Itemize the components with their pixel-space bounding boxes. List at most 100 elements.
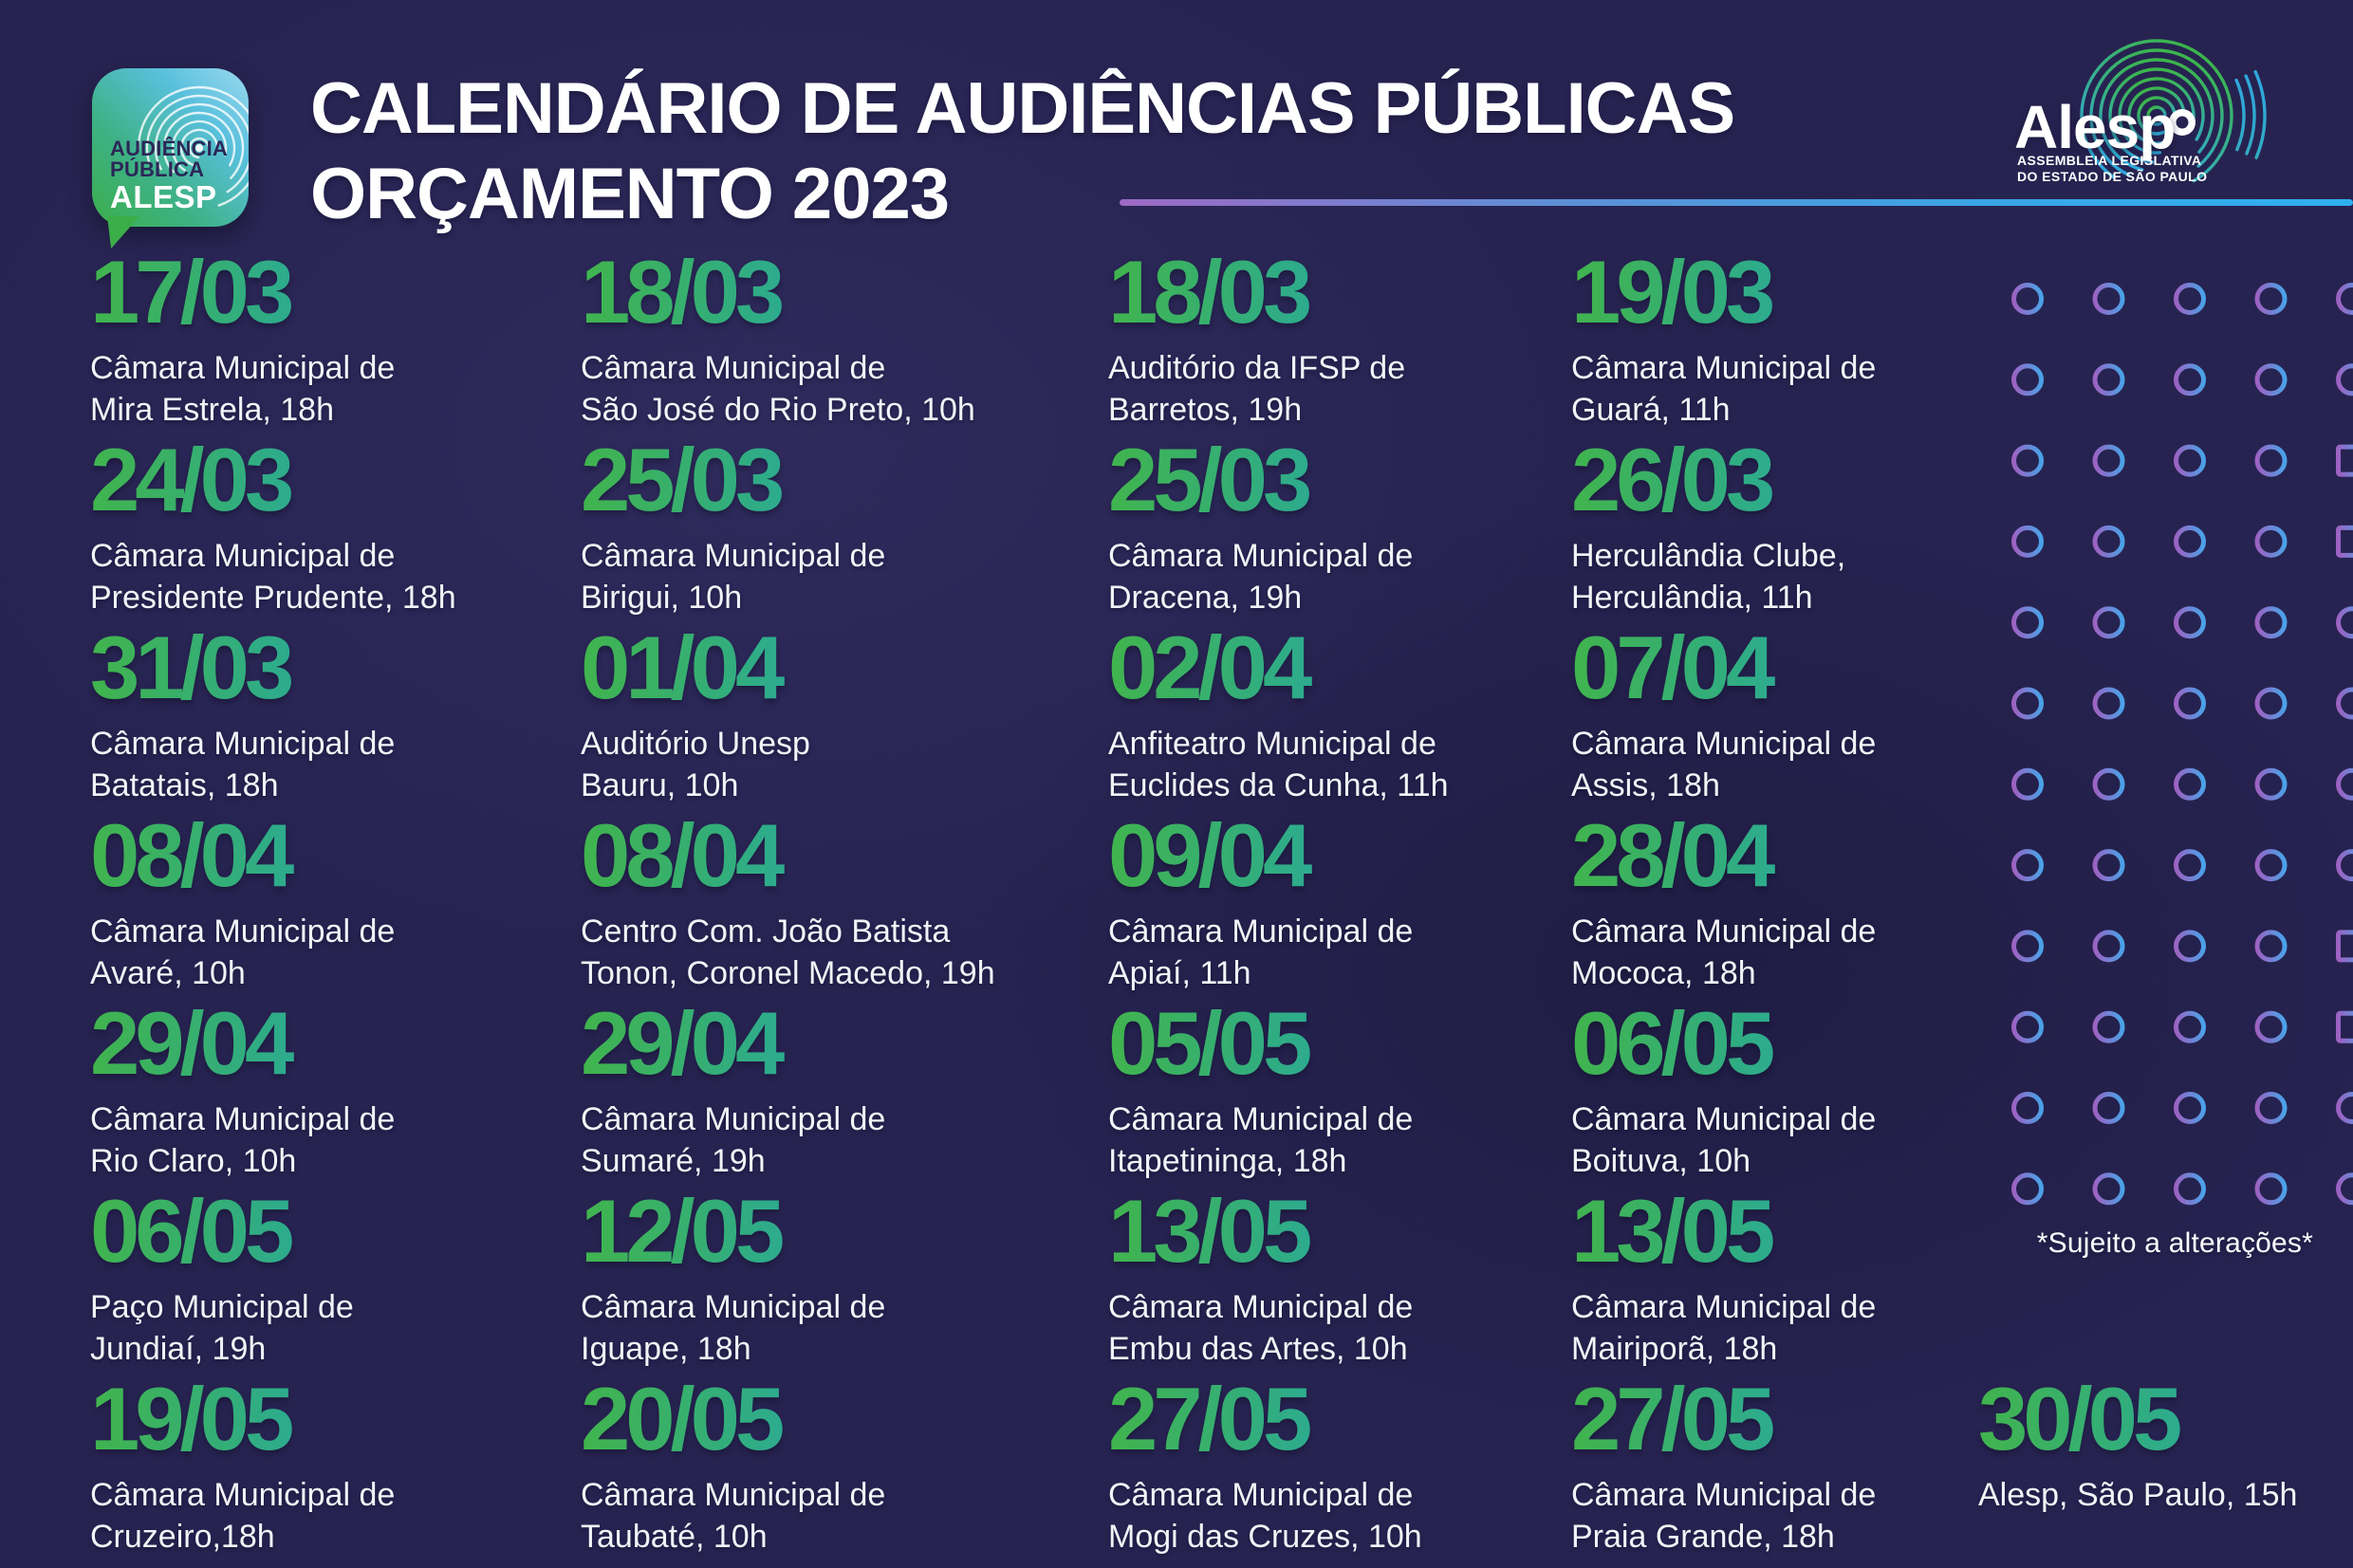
- event-venue: Câmara Municipal de Avaré, 10h: [90, 911, 569, 994]
- event-venue: Câmara Municipal de Mococa, 18h: [1571, 911, 2050, 994]
- event-venue-line: Câmara Municipal de: [1108, 1101, 1414, 1137]
- event-venue-line: Câmara Municipal de: [90, 913, 396, 950]
- event-date: 08/04: [90, 810, 569, 901]
- alesp-fingerprint-icon: [2047, 24, 2267, 213]
- event-venue: Câmara Municipal de Taubaté, 10h: [581, 1474, 1060, 1558]
- event-entry: 19/05 Câmara Municipal de Cruzeiro,18h: [90, 1374, 569, 1558]
- event-venue: Câmara Municipal de Guará, 11h: [1571, 347, 2050, 431]
- event-venue-line: Câmara Municipal de: [90, 350, 396, 386]
- event-date: 18/03: [581, 247, 1060, 338]
- event-venue-line: Barretos, 19h: [1108, 392, 1303, 428]
- event-entry: 02/04 Anfiteatro Municipal de Euclides da…: [1108, 622, 1587, 806]
- event-date: 17/03: [90, 247, 569, 338]
- event-date: 08/04: [581, 810, 1060, 901]
- event-venue-line: Embu das Artes, 10h: [1108, 1331, 1408, 1367]
- event-venue-line: Avaré, 10h: [90, 955, 246, 991]
- event-date: 20/05: [581, 1374, 1060, 1465]
- event-entry: 18/03 Auditório da IFSP de Barretos, 19h: [1108, 247, 1587, 431]
- event-venue-line: Câmara Municipal de: [581, 1477, 886, 1513]
- event-venue-line: Batatais, 18h: [90, 767, 279, 803]
- event-venue-line: Câmara Municipal de: [1571, 350, 1877, 386]
- event-entry: 27/05 Câmara Municipal de Mogi das Cruzes…: [1108, 1374, 1587, 1558]
- event-venue: Câmara Municipal de Embu das Artes, 10h: [1108, 1286, 1587, 1370]
- event-date: 13/05: [1108, 1186, 1587, 1277]
- event-entry: 30/05 Alesp, São Paulo, 15h: [1978, 1374, 2353, 1516]
- event-date: 29/04: [581, 998, 1060, 1089]
- event-entry: 17/03 Câmara Municipal de Mira Estrela, 1…: [90, 247, 569, 431]
- event-venue: Câmara Municipal de Presidente Prudente, …: [90, 535, 569, 618]
- event-venue: Câmara Municipal de Mogi das Cruzes, 10h: [1108, 1474, 1587, 1558]
- event-venue-line: Câmara Municipal de: [1571, 726, 1877, 762]
- event-entry: 13/05 Câmara Municipal de Embu das Artes,…: [1108, 1186, 1587, 1370]
- event-entry: 27/05 Câmara Municipal de Praia Grande, 1…: [1571, 1374, 2050, 1558]
- event-venue-line: Sumaré, 19h: [581, 1143, 766, 1179]
- title-line-1: CALENDÁRIO DE AUDIÊNCIAS PÚBLICAS: [310, 68, 1735, 149]
- event-entry: 25/03 Câmara Municipal de Birigui, 10h: [581, 434, 1060, 618]
- event-date: 27/05: [1571, 1374, 2050, 1465]
- event-date: 02/04: [1108, 622, 1587, 713]
- event-date: 18/03: [1108, 247, 1587, 338]
- event-entry: 08/04 Câmara Municipal de Avaré, 10h: [90, 810, 569, 994]
- event-date: 24/03: [90, 434, 569, 526]
- event-venue-line: Tonon, Coronel Macedo, 19h: [581, 955, 995, 991]
- alesp-subtitle-line-2: DO ESTADO DE SÃO PAULO: [2017, 169, 2208, 184]
- event-venue: Câmara Municipal de Dracena, 19h: [1108, 535, 1587, 618]
- alesp-subtitle-line-1: ASSEMBLEIA LEGISLATIVA: [2017, 153, 2202, 168]
- event-venue-line: Câmara Municipal de: [1108, 913, 1414, 950]
- event-entry: 31/03 Câmara Municipal de Batatais, 18h: [90, 622, 569, 806]
- event-venue-line: Câmara Municipal de: [581, 350, 886, 386]
- event-venue: Herculândia Clube, Herculândia, 11h: [1571, 535, 2050, 618]
- event-entry: 18/03 Câmara Municipal de São José do Rio…: [581, 247, 1060, 431]
- event-date: 27/05: [1108, 1374, 1587, 1465]
- event-date: 19/05: [90, 1374, 569, 1465]
- event-venue: Paço Municipal de Jundiaí, 19h: [90, 1286, 569, 1370]
- title-line-2: ORÇAMENTO 2023: [310, 154, 950, 234]
- event-venue-line: Centro Com. João Batista: [581, 913, 951, 950]
- event-entry: 29/04 Câmara Municipal de Rio Claro, 10h: [90, 998, 569, 1182]
- event-date: 06/05: [1571, 998, 2050, 1089]
- event-venue-line: Mairiporã, 18h: [1571, 1331, 1778, 1367]
- event-venue-line: Itapetininga, 18h: [1108, 1143, 1347, 1179]
- event-venue-line: Câmara Municipal de: [1571, 1289, 1877, 1325]
- event-venue-line: Câmara Municipal de: [1571, 913, 1877, 950]
- badge-line-alesp: ALESP: [110, 179, 217, 214]
- badge-line-publica: PÚBLICA: [110, 157, 205, 181]
- event-venue: Auditório da IFSP de Barretos, 19h: [1108, 347, 1587, 431]
- event-entry: 25/03 Câmara Municipal de Dracena, 19h: [1108, 434, 1587, 618]
- event-venue: Centro Com. João Batista Tonon, Coronel M…: [581, 911, 1060, 994]
- badge-line-audiencia: AUDIÊNCIA: [110, 137, 229, 160]
- event-venue-line: Auditório da IFSP de: [1108, 350, 1406, 386]
- event-date: 01/04: [581, 622, 1060, 713]
- event-venue: Câmara Municipal de Assis, 18h: [1571, 723, 2050, 806]
- event-entry: 08/04 Centro Com. João Batista Tonon, Cor…: [581, 810, 1060, 994]
- event-venue-line: Taubaté, 10h: [581, 1519, 768, 1555]
- event-venue-line: Câmara Municipal de: [90, 538, 396, 574]
- event-venue-line: Iguape, 18h: [581, 1331, 751, 1367]
- event-venue: Câmara Municipal de Cruzeiro,18h: [90, 1474, 569, 1558]
- event-entry: 26/03 Herculândia Clube, Herculândia, 11h: [1571, 434, 2050, 618]
- event-entry: 12/05 Câmara Municipal de Iguape, 18h: [581, 1186, 1060, 1370]
- event-entry: 07/04 Câmara Municipal de Assis, 18h: [1571, 622, 2050, 806]
- accent-divider-line: [1120, 199, 2353, 206]
- event-entry: 01/04 Auditório Unesp Bauru, 10h: [581, 622, 1060, 806]
- event-venue: Câmara Municipal de Rio Claro, 10h: [90, 1098, 569, 1182]
- event-venue-line: São José do Rio Preto, 10h: [581, 392, 975, 428]
- event-venue: Câmara Municipal de Praia Grande, 18h: [1571, 1474, 2050, 1558]
- event-venue-line: Herculândia, 11h: [1571, 580, 1813, 616]
- event-date: 06/05: [90, 1186, 569, 1277]
- event-venue-line: Rio Claro, 10h: [90, 1143, 297, 1179]
- event-date: 09/04: [1108, 810, 1587, 901]
- event-venue: Câmara Municipal de Mairiporã, 18h: [1571, 1286, 2050, 1370]
- event-entry: 05/05 Câmara Municipal de Itapetininga, 1…: [1108, 998, 1587, 1182]
- event-venue-line: Mogi das Cruzes, 10h: [1108, 1519, 1422, 1555]
- event-venue-line: Câmara Municipal de: [581, 1101, 886, 1137]
- event-venue-line: Câmara Municipal de: [90, 726, 396, 762]
- event-venue-line: Mococa, 18h: [1571, 955, 1756, 991]
- event-venue-line: Presidente Prudente, 18h: [90, 580, 456, 616]
- event-venue: Auditório Unesp Bauru, 10h: [581, 723, 1060, 806]
- event-venue: Câmara Municipal de Sumaré, 19h: [581, 1098, 1060, 1182]
- event-venue-line: Câmara Municipal de: [1571, 1101, 1877, 1137]
- event-venue-line: Euclides da Cunha, 11h: [1108, 767, 1449, 803]
- event-venue-line: Boituva, 10h: [1571, 1143, 1751, 1179]
